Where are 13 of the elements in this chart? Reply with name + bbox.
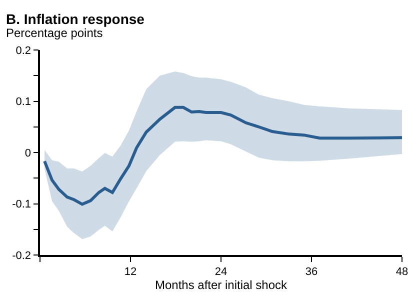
y-tick-label: -0.1 xyxy=(12,198,32,211)
y-tick-label: 0.2 xyxy=(16,44,32,57)
x-tick-label: 24 xyxy=(214,266,228,278)
y-tick-label: -0.2 xyxy=(12,250,32,262)
x-tick-label: 48 xyxy=(396,266,408,278)
chart-title: B. Inflation response xyxy=(6,11,145,27)
y-tick-label: 0 xyxy=(24,147,32,160)
y-tick-label: 0.1 xyxy=(16,96,32,108)
x-tick-label: 12 xyxy=(124,266,137,278)
line-series xyxy=(43,106,402,206)
x-axis-title: Months after initial shock xyxy=(154,278,288,292)
x-tick-label: 36 xyxy=(305,266,318,278)
y-axis-title: Percentage points xyxy=(6,26,103,40)
